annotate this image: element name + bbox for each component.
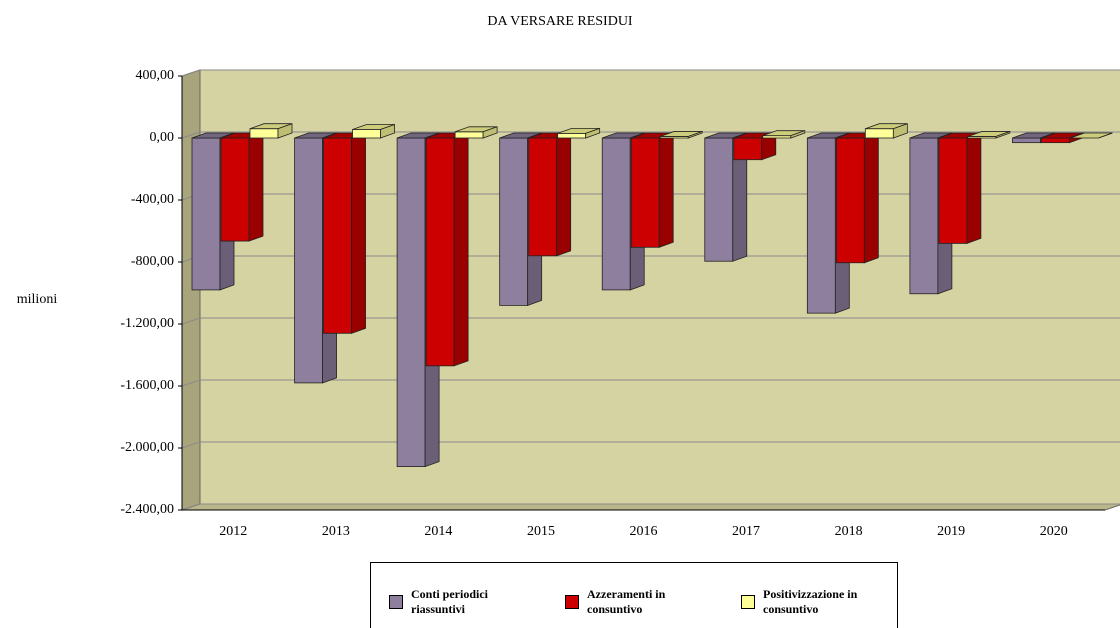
bar-front — [191, 137, 221, 291]
x-tick-label: 2017 — [732, 524, 760, 539]
x-tick-label: 2014 — [424, 524, 452, 539]
x-tick-label: 2018 — [835, 524, 863, 539]
bar-front — [249, 128, 279, 139]
bar-front — [704, 137, 734, 262]
bar-front — [528, 137, 558, 257]
legend-label: Azzeramenti in consuntivo — [587, 587, 666, 616]
bar-side — [687, 130, 703, 139]
y-axis-label: milioni — [17, 292, 58, 307]
bar-front — [864, 128, 894, 139]
grid-line-side — [181, 379, 201, 387]
bar-front — [352, 129, 381, 139]
bar-front — [454, 131, 484, 139]
grid-line-side — [181, 503, 201, 511]
bar-side — [380, 123, 395, 139]
bar-front — [220, 137, 250, 242]
bar-side — [277, 123, 293, 139]
bar-side — [863, 132, 879, 264]
bar-front — [835, 137, 865, 264]
x-tick-label: 2020 — [1040, 524, 1068, 539]
legend-item: Positivizzazione in consuntivo — [741, 573, 891, 628]
chart-title: DA VERSARE RESIDUI — [487, 14, 633, 29]
bar-front — [557, 132, 587, 139]
bar-front — [425, 137, 455, 367]
bar-front — [396, 137, 426, 468]
y-tick-label: 0,00 — [150, 130, 175, 145]
bar-side — [1098, 132, 1113, 139]
bar-side — [892, 123, 908, 139]
legend: Conti periodici riassuntivi Azzeramenti i… — [370, 562, 898, 628]
bar-front — [733, 137, 763, 161]
grid-line-side — [181, 441, 201, 449]
legend-item: Azzeramenti in consuntivo — [565, 573, 715, 628]
grid-line-side — [181, 317, 201, 325]
legend-label: Conti periodici riassuntivi — [411, 587, 488, 616]
bar-side — [351, 132, 366, 334]
x-tick-label: 2013 — [322, 524, 350, 539]
bar-front — [909, 137, 939, 295]
legend-item: Conti periodici riassuntivi — [389, 573, 539, 628]
y-tick-label: -1.200,00 — [120, 316, 174, 331]
bar-side — [453, 132, 469, 367]
bar-side — [658, 132, 674, 248]
bar-front — [294, 137, 323, 384]
grid-line-side — [181, 69, 201, 77]
bar-front — [499, 137, 529, 306]
bar-side — [585, 127, 601, 139]
legend-swatch — [389, 595, 403, 609]
y-tick-label: -1.600,00 — [120, 378, 174, 393]
y-tick-label: -2.000,00 — [120, 440, 174, 455]
floor — [181, 503, 1120, 511]
legend-swatch — [741, 595, 755, 609]
bar-front — [806, 137, 836, 314]
bar-front — [1012, 137, 1041, 144]
bar-side — [556, 132, 572, 257]
bar-side — [995, 130, 1011, 139]
bar-front — [323, 137, 352, 334]
x-tick-label: 2016 — [630, 524, 658, 539]
y-tick-label: 400,00 — [136, 68, 175, 83]
bar-side — [966, 132, 982, 244]
x-tick-label: 2019 — [937, 524, 965, 539]
grid-line-side — [181, 131, 201, 139]
x-tick-label: 2012 — [219, 524, 247, 539]
bar-side — [248, 132, 264, 242]
bar-side — [790, 130, 806, 139]
y-tick-label: -800,00 — [131, 254, 174, 269]
legend-label: Positivizzazione in consuntivo — [763, 587, 858, 616]
bar-front — [630, 137, 660, 248]
x-tick-label: 2015 — [527, 524, 555, 539]
legend-swatch — [565, 595, 579, 609]
y-tick-label: -2.400,00 — [120, 502, 174, 517]
bar-front — [1041, 137, 1070, 144]
bar-front — [601, 137, 631, 291]
bar-side — [482, 126, 498, 139]
bar-front — [938, 137, 968, 244]
y-tick-label: -400,00 — [131, 192, 174, 207]
